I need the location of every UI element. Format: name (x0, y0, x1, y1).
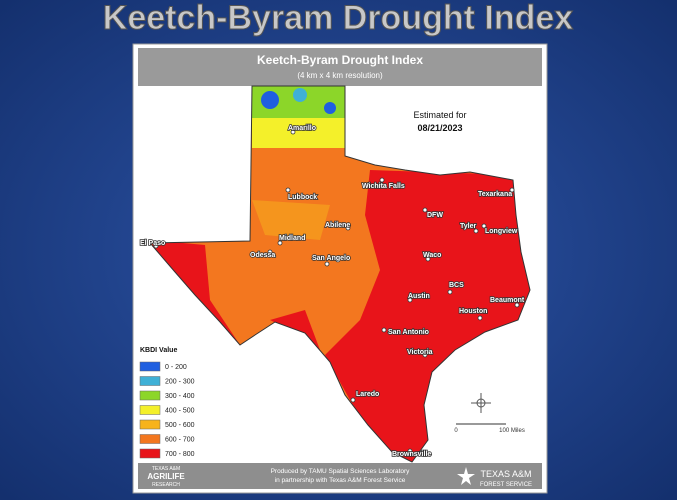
region (252, 118, 347, 148)
city-label: Abilene (325, 222, 350, 229)
city-label: Lubbock (288, 194, 317, 201)
legend-label: 400 - 500 (165, 408, 195, 415)
legend-swatch (139, 376, 161, 386)
legend-swatch (139, 419, 161, 430)
city-dot (509, 187, 515, 193)
legend-label: 200 - 300 (165, 379, 195, 386)
region (261, 91, 279, 109)
city-dot (407, 297, 413, 303)
city-dot (285, 187, 291, 193)
map-header (138, 48, 542, 86)
logo-text: AGRILIFE (147, 472, 185, 481)
logo-text: FOREST SERVICE (480, 482, 532, 488)
legend-swatch (139, 434, 161, 444)
city-label: San Angelo (312, 255, 350, 262)
city-label: BCS (449, 282, 464, 289)
legend-label: 300 - 400 (165, 393, 195, 400)
city-label: El Paso (140, 240, 165, 247)
legend-swatch (139, 361, 161, 372)
legend-swatch (139, 448, 161, 459)
city-label: Waco (423, 252, 441, 259)
city-label: San Antonio (388, 329, 429, 336)
region (325, 170, 530, 462)
city-label: Texarkana (478, 191, 512, 198)
legend-title: KBDI Value (140, 347, 177, 354)
star-icon (457, 467, 475, 485)
city-dot (425, 256, 431, 262)
city-label: Victoria (407, 349, 433, 356)
legend: 0 - 200 200 - 300 300 - 400 400 - 500 500 - … (139, 361, 195, 459)
legend-swatch (139, 390, 161, 401)
city-dot (277, 240, 283, 246)
state-outline (148, 85, 531, 463)
estimate-date: 08/21/2023 (417, 123, 462, 133)
city-dot (379, 177, 385, 183)
logo-text: RESEARCH (152, 482, 180, 488)
city-dot (514, 302, 520, 308)
compass (471, 393, 491, 413)
region (293, 88, 307, 102)
city-label: Longview (485, 228, 518, 235)
map-title: Keetch-Byram Drought Index (257, 53, 423, 67)
city-label: Austin (408, 293, 430, 300)
city-dot (481, 223, 487, 229)
scale-end: 100 Miles (499, 428, 525, 434)
cities: Amarillo Wichita Falls Texarkana Lubbock DFW… (139, 124, 525, 459)
city-dot (473, 228, 479, 234)
slide-title: Keetch-Byram Drought Index (103, 0, 573, 37)
logo-text: TEXAS A&M (152, 466, 180, 472)
city-label: Midland (279, 235, 305, 242)
legend-label: 600 - 700 (165, 437, 195, 444)
legend-swatch (139, 405, 161, 415)
legend-label: 0 - 200 (165, 364, 187, 371)
footer (138, 463, 542, 489)
city-dot (447, 289, 453, 295)
city-dot (477, 315, 483, 321)
city-label: Odessa (250, 252, 275, 259)
city-dot (422, 207, 428, 213)
map-subtitle: (4 km x 4 km resolution) (297, 71, 383, 80)
city-dot (267, 249, 273, 255)
estimated-label: Estimated for (413, 110, 466, 120)
city-dot (350, 397, 356, 403)
city-dot (345, 225, 351, 231)
city-dot (153, 243, 159, 249)
legend-label: 500 - 600 (165, 422, 195, 429)
logo-text: TEXAS A&M (480, 469, 531, 479)
city-dot (422, 352, 428, 358)
city-dot (290, 129, 296, 135)
city-label: Houston (459, 308, 487, 315)
city-label: Brownsville (392, 451, 431, 458)
city-dot (407, 448, 413, 454)
region (324, 102, 336, 114)
city-dot (381, 327, 387, 333)
city-label: DFW (427, 212, 443, 219)
city-label: Beaumont (490, 297, 525, 304)
city-label: Laredo (356, 391, 379, 398)
city-label: Amarillo (288, 125, 316, 132)
footer-line: in partnership with Texas A&M Forest Ser… (275, 477, 406, 484)
footer-line: Produced by TAMU Spatial Sciences Labora… (271, 468, 411, 475)
scale-start: 0 (454, 428, 458, 434)
region (252, 200, 330, 240)
city-dot (324, 261, 330, 267)
city-label: Tyler (460, 223, 476, 230)
city-label: Wichita Falls (362, 183, 405, 190)
legend-label: 700 - 800 (165, 451, 195, 458)
